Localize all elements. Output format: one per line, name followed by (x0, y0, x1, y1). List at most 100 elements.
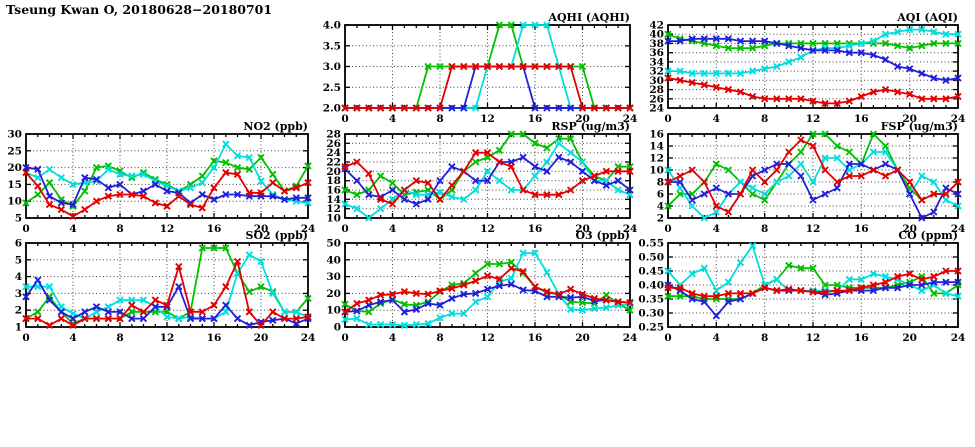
svg-text:20: 20 (575, 223, 590, 235)
svg-text:20: 20 (575, 113, 590, 125)
chart-title-rsp: RSP (ug/m3) (551, 120, 630, 133)
svg-text:40: 40 (326, 254, 341, 266)
plot-area-fsp: 2 4 6 8 10 12 14 16 0 4 8 12 16 20 24 (638, 129, 971, 238)
svg-text:24: 24 (301, 223, 316, 235)
chart-title-aqi: AQI (AQI) (897, 11, 958, 24)
svg-text:24: 24 (623, 223, 638, 235)
svg-text:8: 8 (116, 223, 123, 235)
svg-text:8: 8 (657, 177, 664, 189)
svg-text:18: 18 (326, 175, 341, 187)
svg-text:38: 38 (649, 38, 664, 50)
chart-title-co: CO (ppm) (898, 229, 958, 242)
svg-text:10: 10 (649, 165, 664, 177)
svg-text:6: 6 (657, 189, 664, 201)
svg-text:22: 22 (326, 157, 341, 169)
svg-text:26: 26 (326, 138, 341, 150)
svg-text:8: 8 (761, 113, 768, 125)
chart-title-no2: NO2 (ppb) (243, 120, 308, 133)
svg-text:14: 14 (649, 141, 664, 153)
svg-text:24: 24 (326, 147, 341, 159)
svg-text:8: 8 (116, 332, 123, 344)
svg-text:5: 5 (15, 213, 22, 225)
svg-text:3.5: 3.5 (323, 40, 341, 52)
svg-text:12: 12 (480, 332, 495, 344)
svg-text:26: 26 (649, 93, 664, 105)
svg-text:20: 20 (254, 223, 269, 235)
svg-text:4: 4 (713, 332, 720, 344)
svg-text:16: 16 (528, 113, 543, 125)
plot-area-so2: 1 2 3 4 5 6 0 4 8 12 16 20 24 (0, 238, 321, 347)
svg-text:10: 10 (7, 196, 22, 208)
chart-rsp: RSP (ug/m3) 10 12 14 16 18 20 22 24 26 28 0 4 8 12 16 2… (315, 120, 643, 238)
svg-text:8: 8 (436, 332, 443, 344)
svg-text:20: 20 (575, 332, 590, 344)
svg-text:24: 24 (623, 113, 638, 125)
svg-text:0: 0 (664, 332, 671, 344)
svg-text:12: 12 (649, 153, 664, 165)
svg-text:0: 0 (341, 332, 348, 344)
svg-text:2.0: 2.0 (323, 103, 341, 115)
svg-text:10: 10 (326, 213, 341, 225)
svg-text:34: 34 (649, 56, 664, 68)
svg-text:12: 12 (806, 113, 821, 125)
svg-text:16: 16 (207, 223, 222, 235)
svg-text:30: 30 (7, 129, 22, 141)
svg-text:16: 16 (326, 185, 341, 197)
svg-text:25: 25 (7, 145, 22, 157)
svg-text:30: 30 (326, 271, 341, 283)
svg-text:8: 8 (436, 223, 443, 235)
chart-title-so2: SO2 (ppb) (245, 229, 309, 242)
svg-text:28: 28 (326, 129, 341, 141)
svg-text:0: 0 (341, 223, 348, 235)
svg-text:0: 0 (22, 332, 29, 344)
svg-text:10: 10 (326, 305, 341, 317)
svg-text:4: 4 (389, 332, 396, 344)
svg-text:3.0: 3.0 (323, 61, 341, 73)
svg-text:4: 4 (69, 223, 76, 235)
svg-text:4.0: 4.0 (323, 20, 341, 32)
svg-text:16: 16 (854, 113, 869, 125)
plot-area-no2: 5 10 15 20 25 30 0 4 8 12 16 20 24 (0, 129, 321, 238)
plot-area-rsp: 10 12 14 16 18 20 22 24 26 28 0 4 8 12 16 20 24 (315, 129, 643, 238)
svg-text:12: 12 (326, 203, 341, 215)
svg-text:4: 4 (389, 113, 396, 125)
svg-text:12: 12 (806, 223, 821, 235)
chart-so2: SO2 (ppb) 1 2 3 4 5 6 0 4 8 12 16 20 24 (0, 229, 321, 347)
svg-text:30: 30 (649, 75, 664, 87)
svg-text:2.5: 2.5 (323, 82, 341, 94)
svg-text:12: 12 (806, 332, 821, 344)
chart-aqi: AQI (AQI) 24 26 28 30 32 34 36 38 40 42 0 4 8 12 16 20 2… (638, 11, 971, 129)
svg-text:8: 8 (436, 113, 443, 125)
svg-text:8: 8 (761, 223, 768, 235)
svg-text:24: 24 (951, 223, 966, 235)
svg-text:0.25: 0.25 (638, 322, 664, 334)
svg-text:20: 20 (7, 162, 22, 174)
chart-fsp: FSP (ug/m3) 2 4 6 8 10 12 14 16 0 4 8 12 16 20 24 (638, 120, 971, 238)
svg-text:0.55: 0.55 (638, 238, 664, 250)
svg-text:32: 32 (649, 66, 664, 78)
svg-text:0: 0 (22, 223, 29, 235)
svg-text:20: 20 (902, 113, 917, 125)
svg-text:0.50: 0.50 (638, 252, 664, 264)
chart-title-aqhi: AQHI (AQHI) (548, 11, 630, 24)
chart-title-fsp: FSP (ug/m3) (880, 120, 958, 133)
svg-text:0: 0 (664, 113, 671, 125)
svg-text:2: 2 (657, 213, 664, 225)
svg-text:4: 4 (657, 201, 664, 213)
svg-text:4: 4 (15, 271, 22, 283)
chart-o3: O3 (ppb) 0 10 20 30 40 50 0 4 8 12 16 20 24 (315, 229, 643, 347)
svg-text:42: 42 (649, 20, 664, 32)
svg-text:15: 15 (7, 179, 22, 191)
chart-aqhi: AQHI (AQHI) 2.0 2.5 3.0 3.5 4.0 0 4 8 12 16 20 24 (315, 11, 643, 129)
page-title: Tseung Kwan O, 20180628−20180701 (6, 2, 273, 17)
svg-text:16: 16 (854, 332, 869, 344)
svg-text:4: 4 (713, 113, 720, 125)
svg-text:3: 3 (15, 288, 22, 300)
svg-text:16: 16 (528, 332, 543, 344)
chart-co: CO (ppm) 0.25 0.30 0.35 0.40 0.45 0.50 0.55 0 4 8… (638, 229, 971, 347)
plot-area-aqhi: 2.0 2.5 3.0 3.5 4.0 0 4 8 12 16 20 24 (315, 20, 643, 128)
svg-text:0: 0 (341, 113, 348, 125)
svg-text:16: 16 (649, 129, 664, 141)
svg-text:16: 16 (854, 223, 869, 235)
